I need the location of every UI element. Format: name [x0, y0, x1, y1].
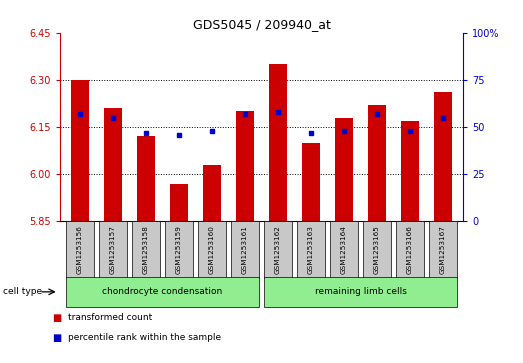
Text: ■: ■ [52, 333, 62, 343]
Bar [264, 277, 457, 307]
Bar [396, 221, 424, 278]
Bar [236, 111, 254, 221]
Bar [429, 221, 457, 278]
Bar [401, 121, 419, 221]
Text: GSM1253165: GSM1253165 [374, 225, 380, 274]
Bar [165, 221, 193, 278]
Bar [137, 136, 155, 221]
Text: GSM1253164: GSM1253164 [341, 225, 347, 274]
Text: GSM1253157: GSM1253157 [110, 225, 116, 274]
Text: GSM1253160: GSM1253160 [209, 225, 215, 274]
Bar [330, 221, 358, 278]
Bar [66, 221, 94, 278]
Text: chondrocyte condensation: chondrocyte condensation [103, 287, 223, 296]
Text: GSM1253162: GSM1253162 [275, 225, 281, 274]
Text: GSM1253163: GSM1253163 [308, 225, 314, 274]
Bar [198, 221, 226, 278]
Bar [71, 80, 89, 221]
Bar [170, 184, 188, 221]
Bar [302, 143, 320, 221]
Text: GSM1253156: GSM1253156 [77, 225, 83, 274]
Bar [335, 118, 353, 221]
Text: remaining limb cells: remaining limb cells [315, 287, 406, 296]
Bar [269, 64, 287, 221]
Text: GSM1253166: GSM1253166 [407, 225, 413, 274]
Bar [231, 221, 259, 278]
Title: GDS5045 / 209940_at: GDS5045 / 209940_at [192, 19, 331, 32]
Text: GSM1253159: GSM1253159 [176, 225, 182, 274]
Text: GSM1253167: GSM1253167 [440, 225, 446, 274]
Text: transformed count: transformed count [68, 313, 152, 322]
Bar [297, 221, 325, 278]
Text: GSM1253161: GSM1253161 [242, 225, 248, 274]
Text: cell type: cell type [3, 287, 42, 296]
Bar [132, 221, 160, 278]
Bar [203, 165, 221, 221]
Bar [264, 221, 292, 278]
Text: ■: ■ [52, 313, 62, 323]
Bar [104, 108, 122, 221]
Bar [363, 221, 391, 278]
Text: percentile rank within the sample: percentile rank within the sample [68, 333, 221, 342]
Bar [99, 221, 127, 278]
Bar [434, 93, 452, 221]
Bar [66, 277, 259, 307]
Bar [368, 105, 386, 221]
Text: GSM1253158: GSM1253158 [143, 225, 149, 274]
